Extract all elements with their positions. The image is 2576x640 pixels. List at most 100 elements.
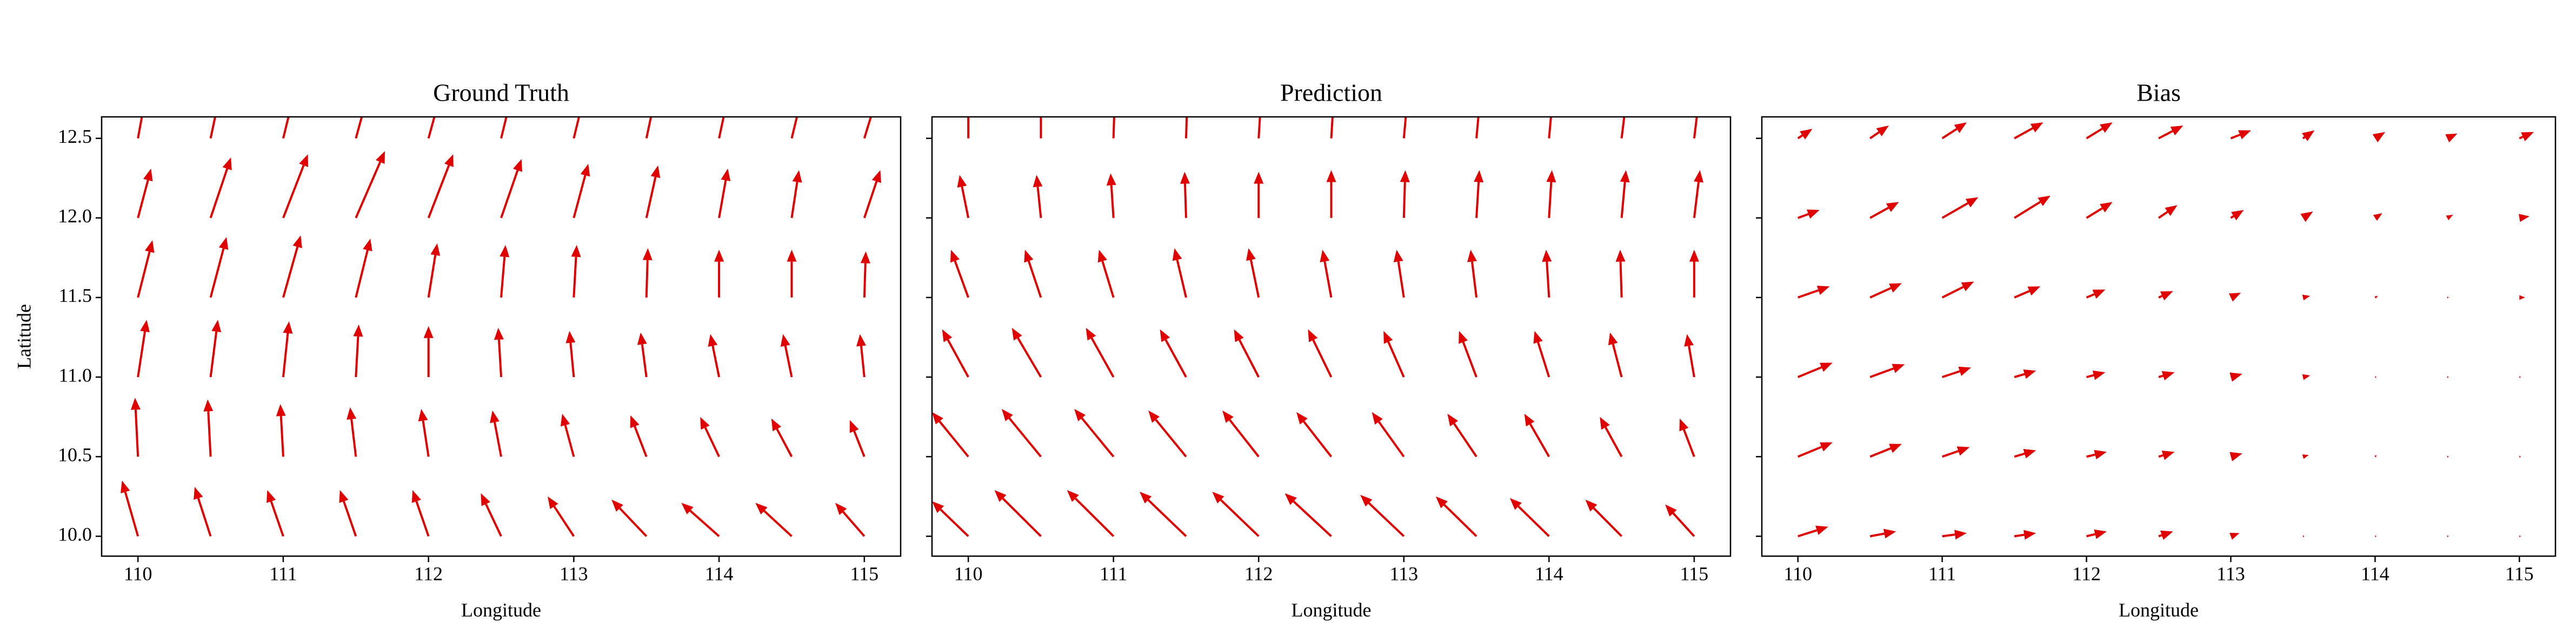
arrow [2445, 133, 2458, 143]
arrow [1548, 117, 1552, 138]
arrow-head [1254, 171, 1264, 184]
arrow-head [1600, 417, 1610, 430]
arrow-head [1467, 249, 1477, 262]
arrow [1474, 170, 1484, 218]
arrow-shaft [961, 186, 970, 219]
arrow-head [211, 320, 222, 333]
arrow-head [2100, 122, 2113, 133]
arrow [2158, 291, 2173, 301]
arrow-head [871, 90, 880, 103]
arrow [2519, 456, 2521, 458]
arrow-head [444, 154, 454, 167]
arrow-shaft [484, 503, 502, 537]
arrow-shaft [940, 509, 969, 537]
plot-area [932, 90, 1703, 537]
arrow [2373, 213, 2382, 221]
arrow [2229, 532, 2240, 540]
arrow [2014, 286, 2041, 299]
arrow-shaft [355, 117, 363, 139]
arrow-head [1160, 329, 1170, 342]
arrow-shaft [137, 180, 149, 219]
arrow-shaft [1797, 446, 1822, 458]
arrow-shaft [1941, 286, 1964, 299]
arrow-head [1308, 329, 1318, 342]
arrow-shaft [355, 161, 382, 219]
arrow [547, 496, 575, 537]
arrow-shaft [415, 501, 430, 537]
arrow [637, 332, 648, 378]
arrow-shaft [355, 336, 360, 378]
arrow [1620, 170, 1630, 219]
arrow [2374, 295, 2378, 299]
arrow-shaft [1323, 261, 1333, 298]
arrow-shaft [1008, 417, 1042, 458]
y-tick-label: 12.5 [58, 126, 92, 147]
arrow [1326, 170, 1336, 218]
arrow [2158, 530, 2173, 540]
arrow-shaft [137, 331, 146, 378]
arrow-shaft [1090, 338, 1115, 378]
arrow-head [1620, 170, 1630, 183]
arrow-shaft [422, 420, 430, 457]
x-tick-label: 111 [269, 563, 297, 584]
arrow-head [2374, 295, 2378, 299]
arrow-shaft [689, 510, 720, 537]
arrow-head [1665, 504, 1677, 517]
arrow-shaft [2086, 293, 2095, 299]
arrow [2158, 126, 2184, 140]
arrow-shaft [1682, 429, 1695, 457]
arrow-head [222, 157, 232, 170]
arrow-head [411, 490, 421, 503]
arrow [1001, 408, 1042, 458]
arrow-head [571, 245, 581, 258]
arrow [645, 117, 653, 139]
arrow [1011, 327, 1042, 378]
arrow [267, 490, 284, 537]
arrow-shaft [1110, 185, 1115, 218]
arrow-head [353, 324, 363, 337]
arrow-shaft [1869, 367, 1894, 378]
arrow-shaft [853, 431, 866, 457]
x-tick-label: 115 [850, 563, 878, 584]
arrow-head [932, 501, 944, 513]
arrow [2014, 530, 2036, 540]
arrow-head [1474, 170, 1484, 183]
arrow-shaft [1303, 420, 1333, 458]
arrow [718, 117, 725, 139]
arrow [1148, 410, 1187, 458]
arrow [2302, 130, 2315, 141]
arrow-head [700, 417, 710, 430]
arrow-shaft [1529, 423, 1550, 458]
x-axis-label: Longitude [1292, 599, 1372, 621]
arrow-head [121, 480, 130, 493]
arrow-head [871, 170, 881, 183]
arrow-head [2519, 376, 2521, 379]
arrow-head [547, 496, 558, 510]
arrow-head [2170, 126, 2184, 136]
arrow-shaft [2519, 135, 2524, 140]
arrow-head [423, 326, 434, 338]
arrow-head [2229, 452, 2242, 461]
arrow [209, 117, 217, 139]
arrow [1941, 122, 1967, 140]
arrow [787, 249, 797, 298]
arrow-shaft [2158, 130, 2173, 140]
arrow [353, 324, 363, 378]
arrow-head [1961, 281, 1974, 292]
arrow-head [1106, 173, 1116, 186]
arrow-head [2445, 133, 2458, 143]
arrow-shaft [1238, 339, 1260, 378]
arrow-head [1246, 248, 1256, 261]
arrow-head [2165, 205, 2178, 216]
arrow-shaft [1620, 117, 1626, 138]
x-tick-label: 115 [2505, 563, 2534, 584]
arrow-head [1182, 90, 1192, 102]
arrow-head [2023, 530, 2036, 540]
arrow-shaft [1798, 529, 1818, 538]
arrow [967, 117, 970, 138]
panel-title: Ground Truth [433, 79, 569, 107]
arrow-head [1533, 331, 1543, 344]
x-tick-label: 112 [414, 563, 443, 584]
x-tick-label: 112 [2072, 563, 2101, 584]
x-tick-label: 114 [2361, 563, 2389, 584]
